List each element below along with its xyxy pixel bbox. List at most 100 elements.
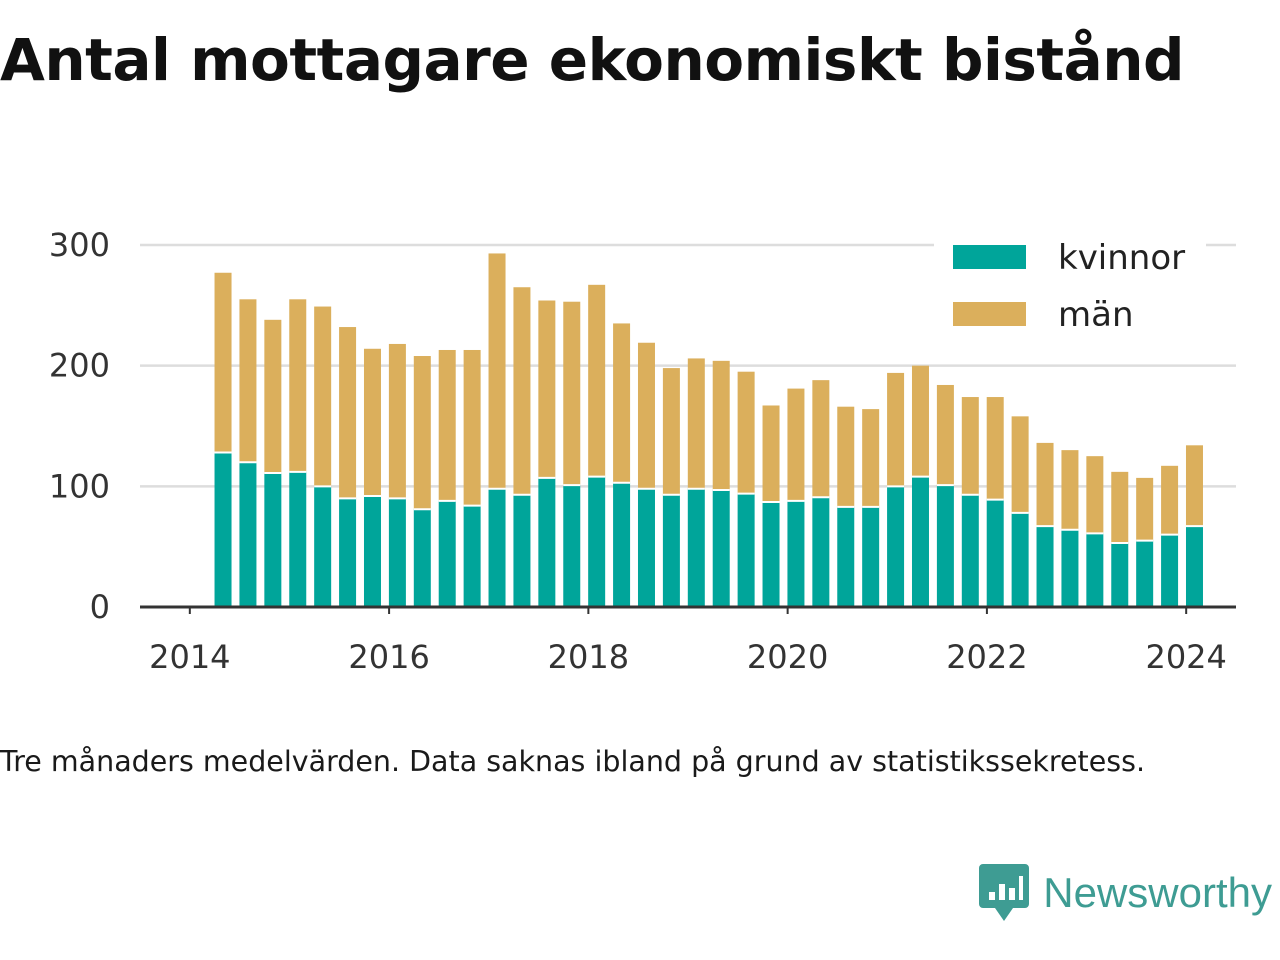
bar-man: [862, 409, 880, 507]
bar-man: [787, 388, 805, 501]
bar-man: [388, 343, 406, 499]
bar-kvinnor: [1061, 529, 1079, 607]
bar-man: [1036, 442, 1054, 527]
bar-kvinnor: [662, 494, 680, 607]
bar-man: [438, 349, 456, 501]
bar-man: [737, 371, 755, 494]
bar-kvinnor: [837, 506, 855, 607]
bar-man: [588, 284, 606, 477]
bar-man: [563, 301, 581, 486]
bar-kvinnor: [986, 499, 1004, 607]
bar-kvinnor: [413, 509, 431, 607]
bar-kvinnor: [339, 498, 357, 607]
bar-kvinnor: [488, 488, 506, 607]
legend-swatch: [953, 245, 1026, 269]
bar-man: [662, 368, 680, 495]
x-tick-label: 2018: [548, 638, 629, 676]
bar-man: [1061, 450, 1079, 530]
brand-name: Newsworthy: [1043, 869, 1272, 916]
bar-man: [961, 397, 979, 495]
bar-kvinnor: [1086, 533, 1104, 607]
bar-man: [762, 405, 780, 503]
bar-kvinnor: [513, 494, 531, 607]
legend-label: kvinnor: [1058, 238, 1185, 278]
bar-man: [812, 380, 830, 498]
footnote: Tre månaders medelvärden. Data saknas ib…: [0, 745, 1146, 778]
bar-man: [264, 319, 282, 474]
bar-kvinnor: [239, 462, 257, 607]
bar-kvinnor: [289, 471, 307, 607]
bar-man: [363, 348, 381, 496]
bar-kvinnor: [314, 486, 332, 607]
bar-kvinnor: [936, 485, 954, 607]
bar-kvinnor: [563, 485, 581, 607]
bar-man: [1161, 465, 1179, 535]
bar-man: [1185, 445, 1203, 527]
bar-man: [1136, 477, 1154, 541]
bar-kvinnor: [588, 476, 606, 607]
bar-man: [911, 365, 929, 477]
bar-man: [488, 253, 506, 489]
legend-label: män: [1058, 295, 1134, 335]
chart-title: Antal mottagare ekonomiskt bistånd: [0, 26, 1185, 94]
bar-kvinnor: [887, 486, 905, 607]
bar-kvinnor: [911, 476, 929, 607]
x-tick-label: 2020: [747, 638, 828, 676]
bar-man: [513, 287, 531, 495]
brand-logo: Newsworthy: [979, 864, 1272, 922]
bar-kvinnor: [687, 488, 705, 607]
bar-kvinnor: [463, 505, 481, 607]
y-tick-label: 0: [90, 588, 110, 626]
bar-kvinnor: [1136, 540, 1154, 607]
bar-man: [289, 299, 307, 472]
x-tick-label: 2022: [946, 638, 1027, 676]
y-tick-label: 300: [49, 226, 110, 264]
bar-man: [538, 300, 556, 478]
bar-kvinnor: [862, 506, 880, 607]
bar-kvinnor: [613, 482, 631, 607]
bar-kvinnor: [264, 473, 282, 607]
bar-kvinnor: [1036, 526, 1054, 607]
bar-kvinnor: [712, 489, 730, 607]
bar-man: [887, 372, 905, 487]
bar-kvinnor: [214, 452, 232, 607]
bar-man: [1011, 416, 1029, 513]
y-axis-ticks: 0 100 200 300: [49, 226, 110, 626]
y-tick-label: 200: [49, 347, 110, 385]
bar-kvinnor: [438, 500, 456, 607]
bar-kvinnor: [961, 494, 979, 607]
bar-man: [613, 323, 631, 483]
bar-man: [214, 272, 232, 453]
bar-kvinnor: [1111, 543, 1129, 607]
bar-man: [837, 406, 855, 507]
bar-man: [687, 358, 705, 489]
bar-kvinnor: [388, 498, 406, 607]
bar-kvinnor: [637, 488, 655, 607]
bar-kvinnor: [762, 502, 780, 607]
bar-kvinnor: [787, 500, 805, 607]
bar-kvinnor: [1185, 526, 1203, 607]
bar-man: [463, 349, 481, 506]
legend-swatch: [953, 302, 1026, 326]
bar-man: [1111, 471, 1129, 544]
bar-kvinnor: [538, 477, 556, 607]
bar-kvinnor: [812, 497, 830, 607]
bar-kvinnor: [737, 493, 755, 607]
bar-man: [712, 360, 730, 490]
bar-kvinnor: [363, 495, 381, 607]
bar-man: [1086, 456, 1104, 534]
legend: kvinnor män: [934, 232, 1206, 342]
x-tick-label: 2016: [348, 638, 429, 676]
bar-man: [314, 306, 332, 487]
bar-group: [214, 253, 1203, 607]
newsworthy-chart-bubble-icon: [979, 864, 1030, 921]
x-tick-label: 2024: [1145, 638, 1226, 676]
x-tick-label: 2014: [149, 638, 230, 676]
bar-kvinnor: [1161, 534, 1179, 607]
stacked-bar-chart: 0 100 200 300 2014 2016 2018 2020 2022 2024 kvin…: [49, 226, 1236, 676]
bar-man: [413, 356, 431, 510]
bar-man: [339, 327, 357, 499]
bar-man: [637, 342, 655, 489]
bar-man: [239, 299, 257, 463]
bar-kvinnor: [1011, 512, 1029, 607]
